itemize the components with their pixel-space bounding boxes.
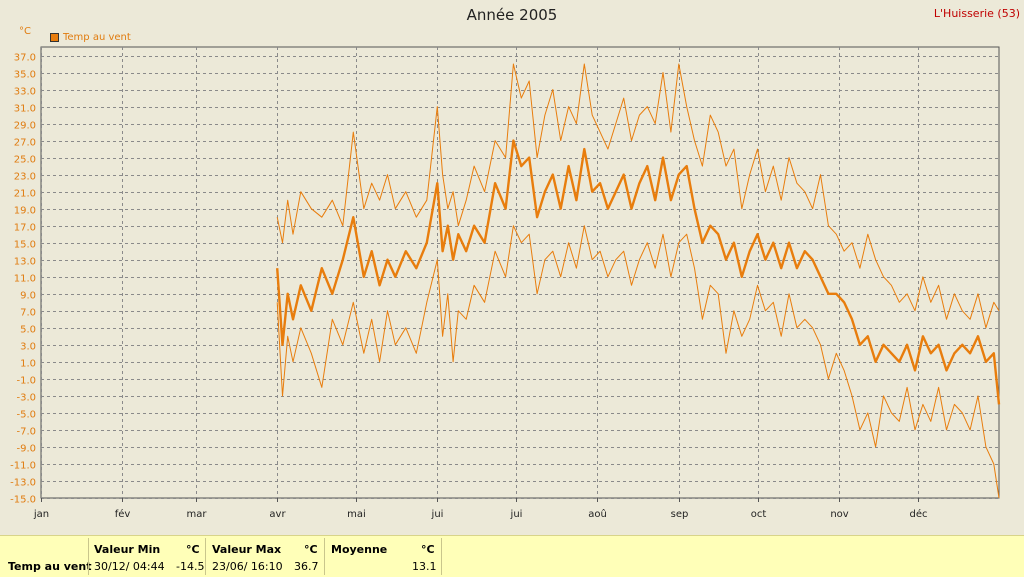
stats-min-header: Valeur Min xyxy=(94,543,161,556)
x-tick-label: jui xyxy=(510,509,523,520)
series-line-max xyxy=(276,63,1000,329)
stats-divider xyxy=(205,538,206,575)
x-tick-label: jui xyxy=(431,509,444,520)
chart-title: Année 2005 xyxy=(466,6,558,24)
y-tick-label: 3.0 xyxy=(20,342,36,353)
stats-panel: Temp au vent Valeur Min °C 30/12/ 04:44 … xyxy=(0,535,1024,577)
y-tick-label: 7.0 xyxy=(20,308,36,319)
stats-max-datetime: 23/06/ 16:10 xyxy=(212,560,283,573)
legend-label: Temp au vent xyxy=(63,32,131,43)
y-tick-label: 13.0 xyxy=(14,257,36,268)
y-tick-label: 33.0 xyxy=(14,87,36,98)
chart-legend: Temp au vent xyxy=(50,32,131,43)
y-tick-label: 1.0 xyxy=(20,359,36,370)
x-tick-label: mai xyxy=(347,509,366,520)
stats-min-value: -14.5 xyxy=(176,560,205,573)
stats-mean-value: 13.1 xyxy=(412,560,437,573)
series-line-mean xyxy=(276,139,1001,405)
x-tick-label: fév xyxy=(115,508,131,520)
y-tick-label: 27.0 xyxy=(14,138,36,149)
y-tick-label: -3.0 xyxy=(16,393,36,404)
x-tick-label: déc xyxy=(910,508,928,520)
stats-divider xyxy=(441,538,442,575)
y-tick-label: -15.0 xyxy=(10,495,36,506)
y-tick-label: 23.0 xyxy=(14,172,36,183)
y-tick-label: -11.0 xyxy=(10,461,36,472)
x-tick-label: avr xyxy=(269,509,286,520)
y-tick-label: 37.0 xyxy=(14,53,36,64)
stats-divider xyxy=(324,538,325,575)
x-tick-label: jan xyxy=(33,509,49,520)
y-tick-label: -5.0 xyxy=(16,410,36,421)
y-tick-label: 31.0 xyxy=(14,104,36,115)
y-tick-label: 19.0 xyxy=(14,206,36,217)
y-tick-label: -9.0 xyxy=(16,444,36,455)
y-tick-label: 17.0 xyxy=(14,223,36,234)
y-axis-unit: °C xyxy=(19,26,31,37)
stats-min-datetime: 30/12/ 04:44 xyxy=(94,560,165,573)
y-tick-label: 15.0 xyxy=(14,240,36,251)
stats-min-unit: °C xyxy=(186,543,200,556)
stats-max-unit: °C xyxy=(304,543,318,556)
series-line-min xyxy=(276,225,1000,499)
x-tick-label: sep xyxy=(671,509,689,520)
x-tick-label: oct xyxy=(751,509,767,520)
y-tick-label: 11.0 xyxy=(14,274,36,285)
stats-max-header: Valeur Max xyxy=(212,543,282,556)
y-tick-label: -13.0 xyxy=(10,478,36,489)
y-tick-label: 21.0 xyxy=(14,189,36,200)
stats-max-value: 36.7 xyxy=(294,560,319,573)
y-tick-label: 35.0 xyxy=(14,70,36,81)
y-tick-label: 25.0 xyxy=(14,155,36,166)
x-tick-label: aoû xyxy=(588,508,607,520)
temperature-chart: 37.0 35.0 33.0 31.0 29.0 27.0 25.0 23.0 21.0 19.0… xyxy=(10,46,1001,520)
x-tick-label: nov xyxy=(830,509,848,520)
stats-row-label: Temp au vent xyxy=(8,560,92,573)
y-tick-label: 29.0 xyxy=(14,121,36,132)
station-name: L'Huisserie (53) xyxy=(933,7,1020,20)
plot-area xyxy=(40,46,1000,499)
y-tick-label: 9.0 xyxy=(20,291,36,302)
stats-mean-unit: °C xyxy=(421,543,435,556)
y-tick-label: -7.0 xyxy=(16,427,36,438)
y-tick-label: 5.0 xyxy=(20,325,36,336)
y-tick-label: -1.0 xyxy=(16,376,36,387)
x-tick-label: mar xyxy=(187,509,208,520)
stats-mean-header: Moyenne xyxy=(331,543,388,556)
stats-divider xyxy=(88,538,89,575)
legend-swatch xyxy=(50,33,59,42)
